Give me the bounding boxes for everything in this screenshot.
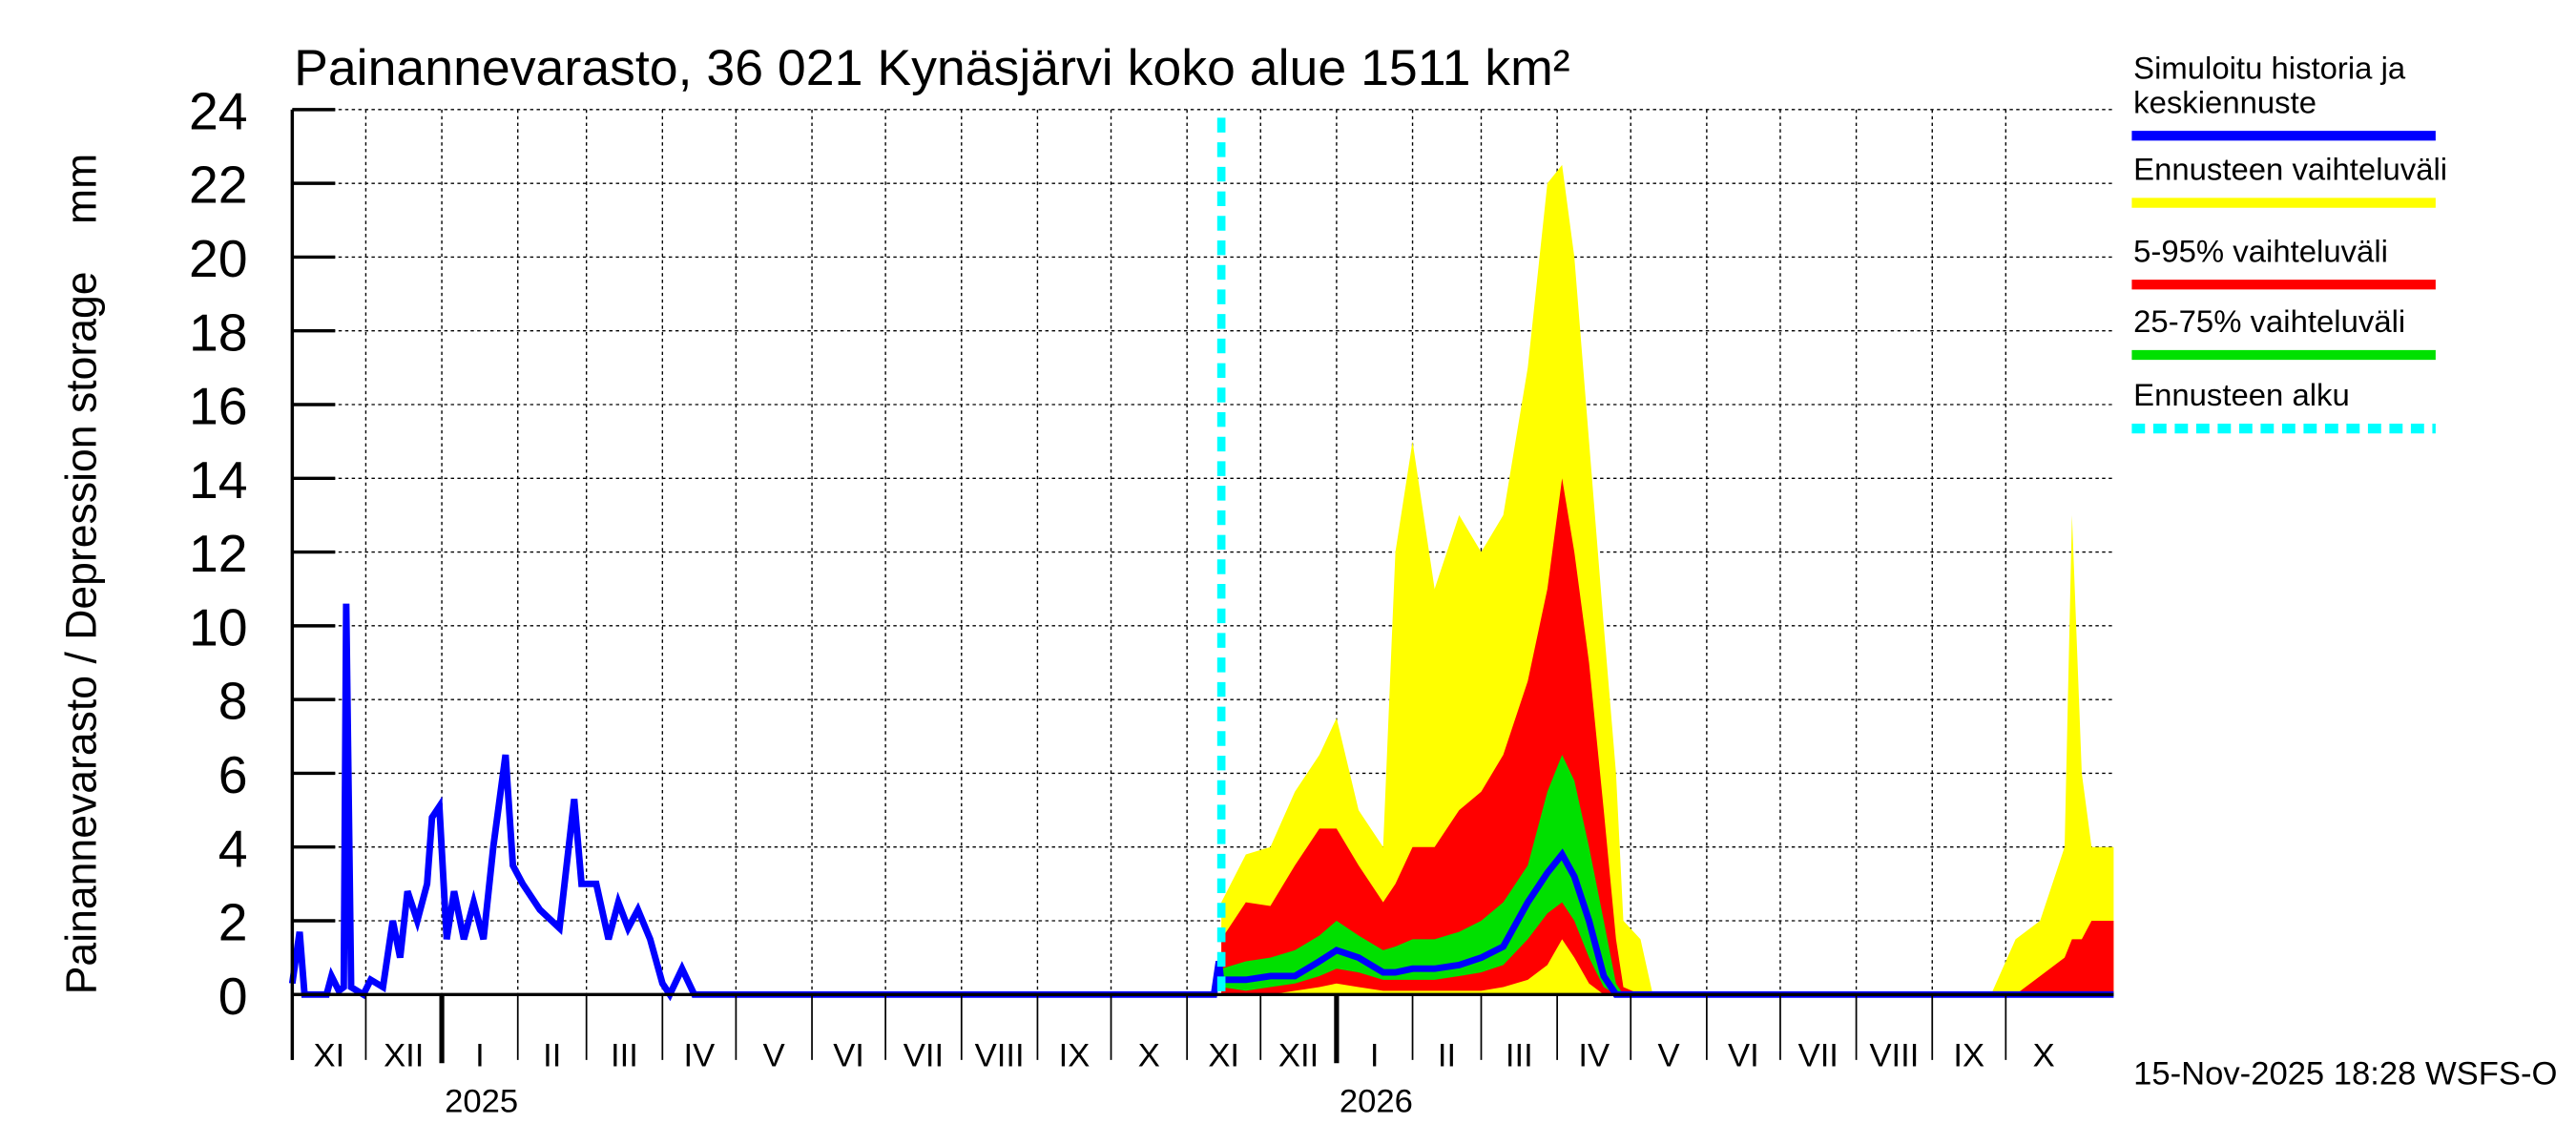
p25-75-band (1221, 755, 2114, 995)
month-label: XII (384, 1038, 424, 1074)
month-label: I (475, 1038, 485, 1074)
legend-label: Simuloitu historia ja (2133, 50, 2406, 85)
month-label: IX (1953, 1038, 1984, 1074)
forecast-range-band (1221, 164, 2114, 995)
month-label: IX (1059, 1038, 1091, 1074)
y-tick-label: 22 (189, 156, 248, 215)
chart-title: Painannevarasto, 36 021 Kynäsjärvi koko … (294, 40, 1570, 96)
month-label: I (1370, 1038, 1380, 1074)
y-tick-label: 2 (218, 893, 248, 952)
series-lines (288, 117, 2114, 1002)
month-label: III (611, 1038, 638, 1074)
y-tick-label: 10 (189, 598, 248, 657)
month-label: VIII (1869, 1038, 1919, 1074)
y-tick-label: 20 (189, 229, 248, 288)
month-label: VII (904, 1038, 944, 1074)
month-label: VIII (975, 1038, 1025, 1074)
legend-label: keskiennuste (2133, 84, 2316, 119)
legend-label: 5-95% vaihteluväli (2133, 233, 2388, 268)
y-tick-label: 12 (189, 524, 248, 583)
month-label: VI (833, 1038, 864, 1074)
y-tick-label: 24 (189, 82, 248, 141)
month-label: IV (684, 1038, 716, 1074)
month-label: II (1438, 1038, 1456, 1074)
month-label: X (1138, 1038, 1160, 1074)
timestamp: 15-Nov-2025 18:28 WSFS-O (2133, 1056, 2557, 1093)
legend-label: Ennusteen alku (2133, 377, 2350, 412)
year-label: 2025 (445, 1084, 518, 1120)
month-label: V (763, 1038, 785, 1074)
legend-label: 25-75% vaihteluväli (2133, 303, 2405, 339)
forecast-bands (1221, 164, 2114, 995)
y-tick-label: 18 (189, 303, 248, 363)
legend-label: Ennusteen vaihteluväli (2133, 152, 2447, 187)
month-label: XI (314, 1038, 345, 1074)
y-tick-label: 8 (218, 672, 248, 731)
month-label: XI (1208, 1038, 1239, 1074)
month-label: X (2033, 1038, 2055, 1074)
y-tick-label: 6 (218, 745, 248, 804)
month-label: V (1657, 1038, 1679, 1074)
history-line (288, 603, 1225, 1002)
month-label: III (1506, 1038, 1533, 1074)
month-label: IV (1578, 1038, 1610, 1074)
month-label: XII (1278, 1038, 1319, 1074)
month-label: II (543, 1038, 561, 1074)
year-label: 2026 (1340, 1084, 1413, 1120)
y-tick-label: 16 (189, 377, 248, 436)
month-label: VII (1798, 1038, 1839, 1074)
y-tick-label: 0 (218, 967, 248, 1026)
month-label: VI (1728, 1038, 1759, 1074)
y-tick-label: 4 (218, 820, 248, 879)
p5-95-band (1221, 478, 2114, 995)
y-axis-label: Painannevarasto / Depression storage mm (57, 154, 105, 995)
y-tick-label: 14 (189, 450, 248, 510)
